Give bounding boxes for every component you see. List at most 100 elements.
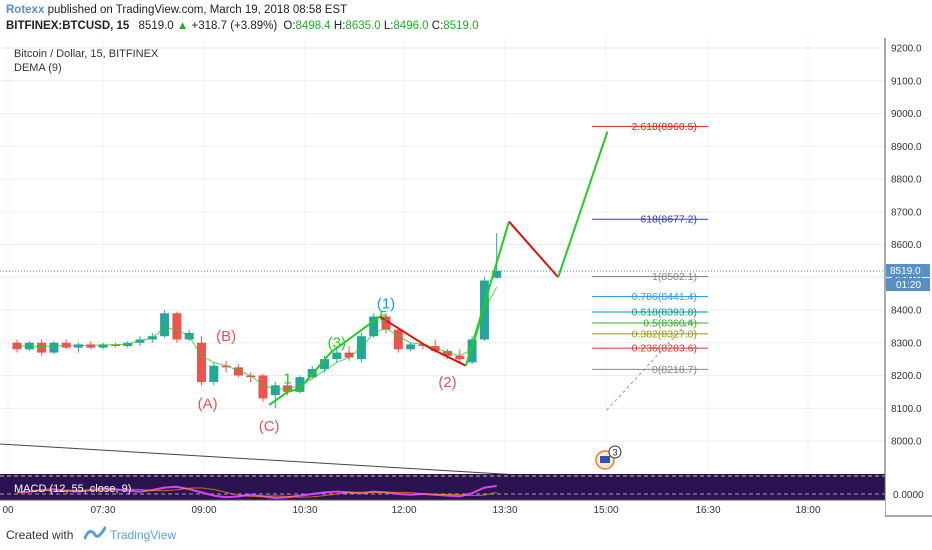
footer: Created with TradingView bbox=[0, 520, 932, 550]
wave-label: 1 bbox=[283, 371, 291, 388]
candle-body bbox=[430, 346, 440, 351]
candle-body bbox=[455, 355, 465, 360]
high-label: H: bbox=[333, 20, 346, 32]
wave-label: (1) bbox=[377, 295, 395, 312]
time-axis[interactable]: 00 07:30 09:00 10:30 12:00 13:30 15:00 16:30 18:… bbox=[2, 505, 821, 516]
candle-body bbox=[209, 365, 219, 383]
candle-body bbox=[270, 385, 280, 396]
time-tick-label: 18:00 bbox=[795, 505, 820, 516]
price-value: 8519.0 bbox=[138, 20, 174, 32]
wave-path bbox=[268, 315, 381, 406]
price-tick-label: 8200.0 bbox=[891, 371, 922, 382]
fib-level-label: 1(8502.1) bbox=[652, 271, 697, 283]
price-tick-label: 8000.0 bbox=[891, 437, 922, 448]
wave-label: (3) bbox=[328, 335, 346, 352]
time-tick-label: 00 bbox=[2, 505, 14, 516]
time-tick-label: 07:30 bbox=[90, 505, 115, 516]
price-tick-label: 9200.0 bbox=[891, 44, 922, 55]
macd-line bbox=[16, 485, 497, 500]
wave-path bbox=[508, 220, 559, 278]
dema-line bbox=[17, 286, 498, 390]
badge-count: 3 bbox=[612, 448, 617, 458]
events-badge[interactable]: 3 bbox=[595, 445, 622, 470]
price-tick-label: 8900.0 bbox=[891, 142, 922, 153]
candle-body bbox=[467, 339, 477, 363]
symbol-legend[interactable]: Bitcoin / Dollar, 15, BITFINEX bbox=[14, 48, 159, 60]
candle-body bbox=[74, 344, 83, 348]
wave-label: (A) bbox=[198, 395, 218, 412]
wave-path bbox=[379, 315, 467, 367]
author-link[interactable]: Rotexx bbox=[6, 4, 45, 16]
publish-line: Rotexx published on TradingView.com, Mar… bbox=[6, 4, 347, 16]
wave-label: 5 bbox=[379, 308, 387, 325]
candle-body bbox=[381, 316, 391, 330]
candle-body bbox=[197, 342, 206, 383]
candle-body bbox=[160, 313, 170, 337]
projection-line bbox=[604, 319, 691, 413]
fib-extension: 2.618(8960.5) 618(8677.2) 1(8502.1) 0.786(8… bbox=[592, 121, 708, 376]
tradingview-brand[interactable]: TradingView bbox=[110, 528, 177, 542]
time-tick-label: 12:00 bbox=[391, 505, 416, 516]
time-tick-label: 13:30 bbox=[492, 505, 517, 516]
candle-body bbox=[172, 313, 182, 340]
candle-body bbox=[37, 342, 47, 353]
candle-body bbox=[393, 329, 403, 350]
created-with-text: Created with bbox=[6, 528, 74, 542]
price-tick-label: 8600.0 bbox=[891, 240, 922, 251]
low-label: L: bbox=[383, 20, 394, 32]
price-tick-label: 8100.0 bbox=[891, 404, 922, 415]
candle-body bbox=[344, 352, 354, 358]
price-tick-label: 8800.0 bbox=[891, 175, 922, 186]
fib-level-label: 0.618(8393.8) bbox=[632, 307, 697, 319]
wave-path bbox=[557, 131, 609, 278]
time-axis-bg bbox=[0, 500, 885, 520]
fib-level-label: 0.382(8327.0) bbox=[632, 328, 697, 340]
candle-body bbox=[492, 271, 502, 278]
last-price-tag: 8519.0 01:20 bbox=[886, 264, 930, 292]
change-value: +318.7 (+3.89%) bbox=[191, 20, 278, 32]
candle-body bbox=[332, 352, 342, 360]
fib-level-label: 2.618(8960.5) bbox=[632, 121, 697, 133]
high-value: 8635.0 bbox=[345, 20, 381, 32]
candle-body bbox=[258, 375, 268, 399]
time-tick-label: 09:00 bbox=[191, 505, 216, 516]
candle-body bbox=[283, 385, 293, 392]
elliott-waves bbox=[268, 131, 609, 406]
tradingview-logo-icon bbox=[83, 526, 107, 540]
price-chart[interactable]: 2.618(8960.5) 618(8677.2) 1(8502.1) 0.786(8… bbox=[0, 38, 932, 520]
price-tick-label: 8400.0 bbox=[891, 306, 922, 317]
countdown-tag-bg bbox=[886, 278, 930, 292]
time-tick-label: 10:30 bbox=[292, 505, 317, 516]
candle-body bbox=[98, 344, 108, 348]
countdown-value: 01:20 bbox=[896, 280, 921, 291]
close-value: 8519.0 bbox=[443, 20, 479, 32]
symbol-label: BITFINEX:BTCUSD, 15 bbox=[6, 20, 130, 32]
candle-body bbox=[49, 342, 59, 353]
candle-body bbox=[369, 316, 379, 337]
price-axis[interactable]: 8000.08100.08200.08300.08400.08500.08600… bbox=[891, 44, 922, 448]
fib-level-label: 618(8677.2) bbox=[640, 214, 697, 226]
fib-level-label: 0.236(8283.6) bbox=[632, 343, 697, 355]
price-tick-label: 8300.0 bbox=[891, 338, 922, 349]
dema-legend[interactable]: DEMA (9) bbox=[14, 62, 62, 74]
candle-body bbox=[233, 367, 243, 376]
wave-labels: (A) (B) (C) 1 (3) (1)5 (2) bbox=[198, 295, 457, 435]
price-tick-label: 8700.0 bbox=[891, 207, 922, 218]
candle-body bbox=[418, 344, 428, 347]
fib-level-label: 0.786(8441.4) bbox=[632, 291, 697, 303]
price-tick-label: 9100.0 bbox=[891, 76, 922, 87]
fib-level-label: 0.5(8360.4) bbox=[643, 317, 697, 329]
wave-path bbox=[464, 221, 510, 366]
time-tick-label: 15:00 bbox=[593, 505, 618, 516]
macd-signal-line bbox=[16, 487, 497, 498]
macd-legend[interactable]: MACD (12, 55, close, 9) bbox=[14, 483, 131, 495]
candle-body bbox=[443, 350, 452, 356]
published-text: published on TradingView.com, March 19, … bbox=[47, 4, 348, 16]
time-tick-label: 16:30 bbox=[695, 505, 720, 516]
badge-count-bg bbox=[608, 445, 622, 459]
wave-label: (B) bbox=[216, 328, 236, 345]
close-label: C: bbox=[431, 20, 444, 32]
chart-header: Rotexx published on TradingView.com, Mar… bbox=[0, 0, 932, 38]
last-price-tag-bg bbox=[886, 264, 930, 278]
candle-body bbox=[86, 344, 96, 348]
